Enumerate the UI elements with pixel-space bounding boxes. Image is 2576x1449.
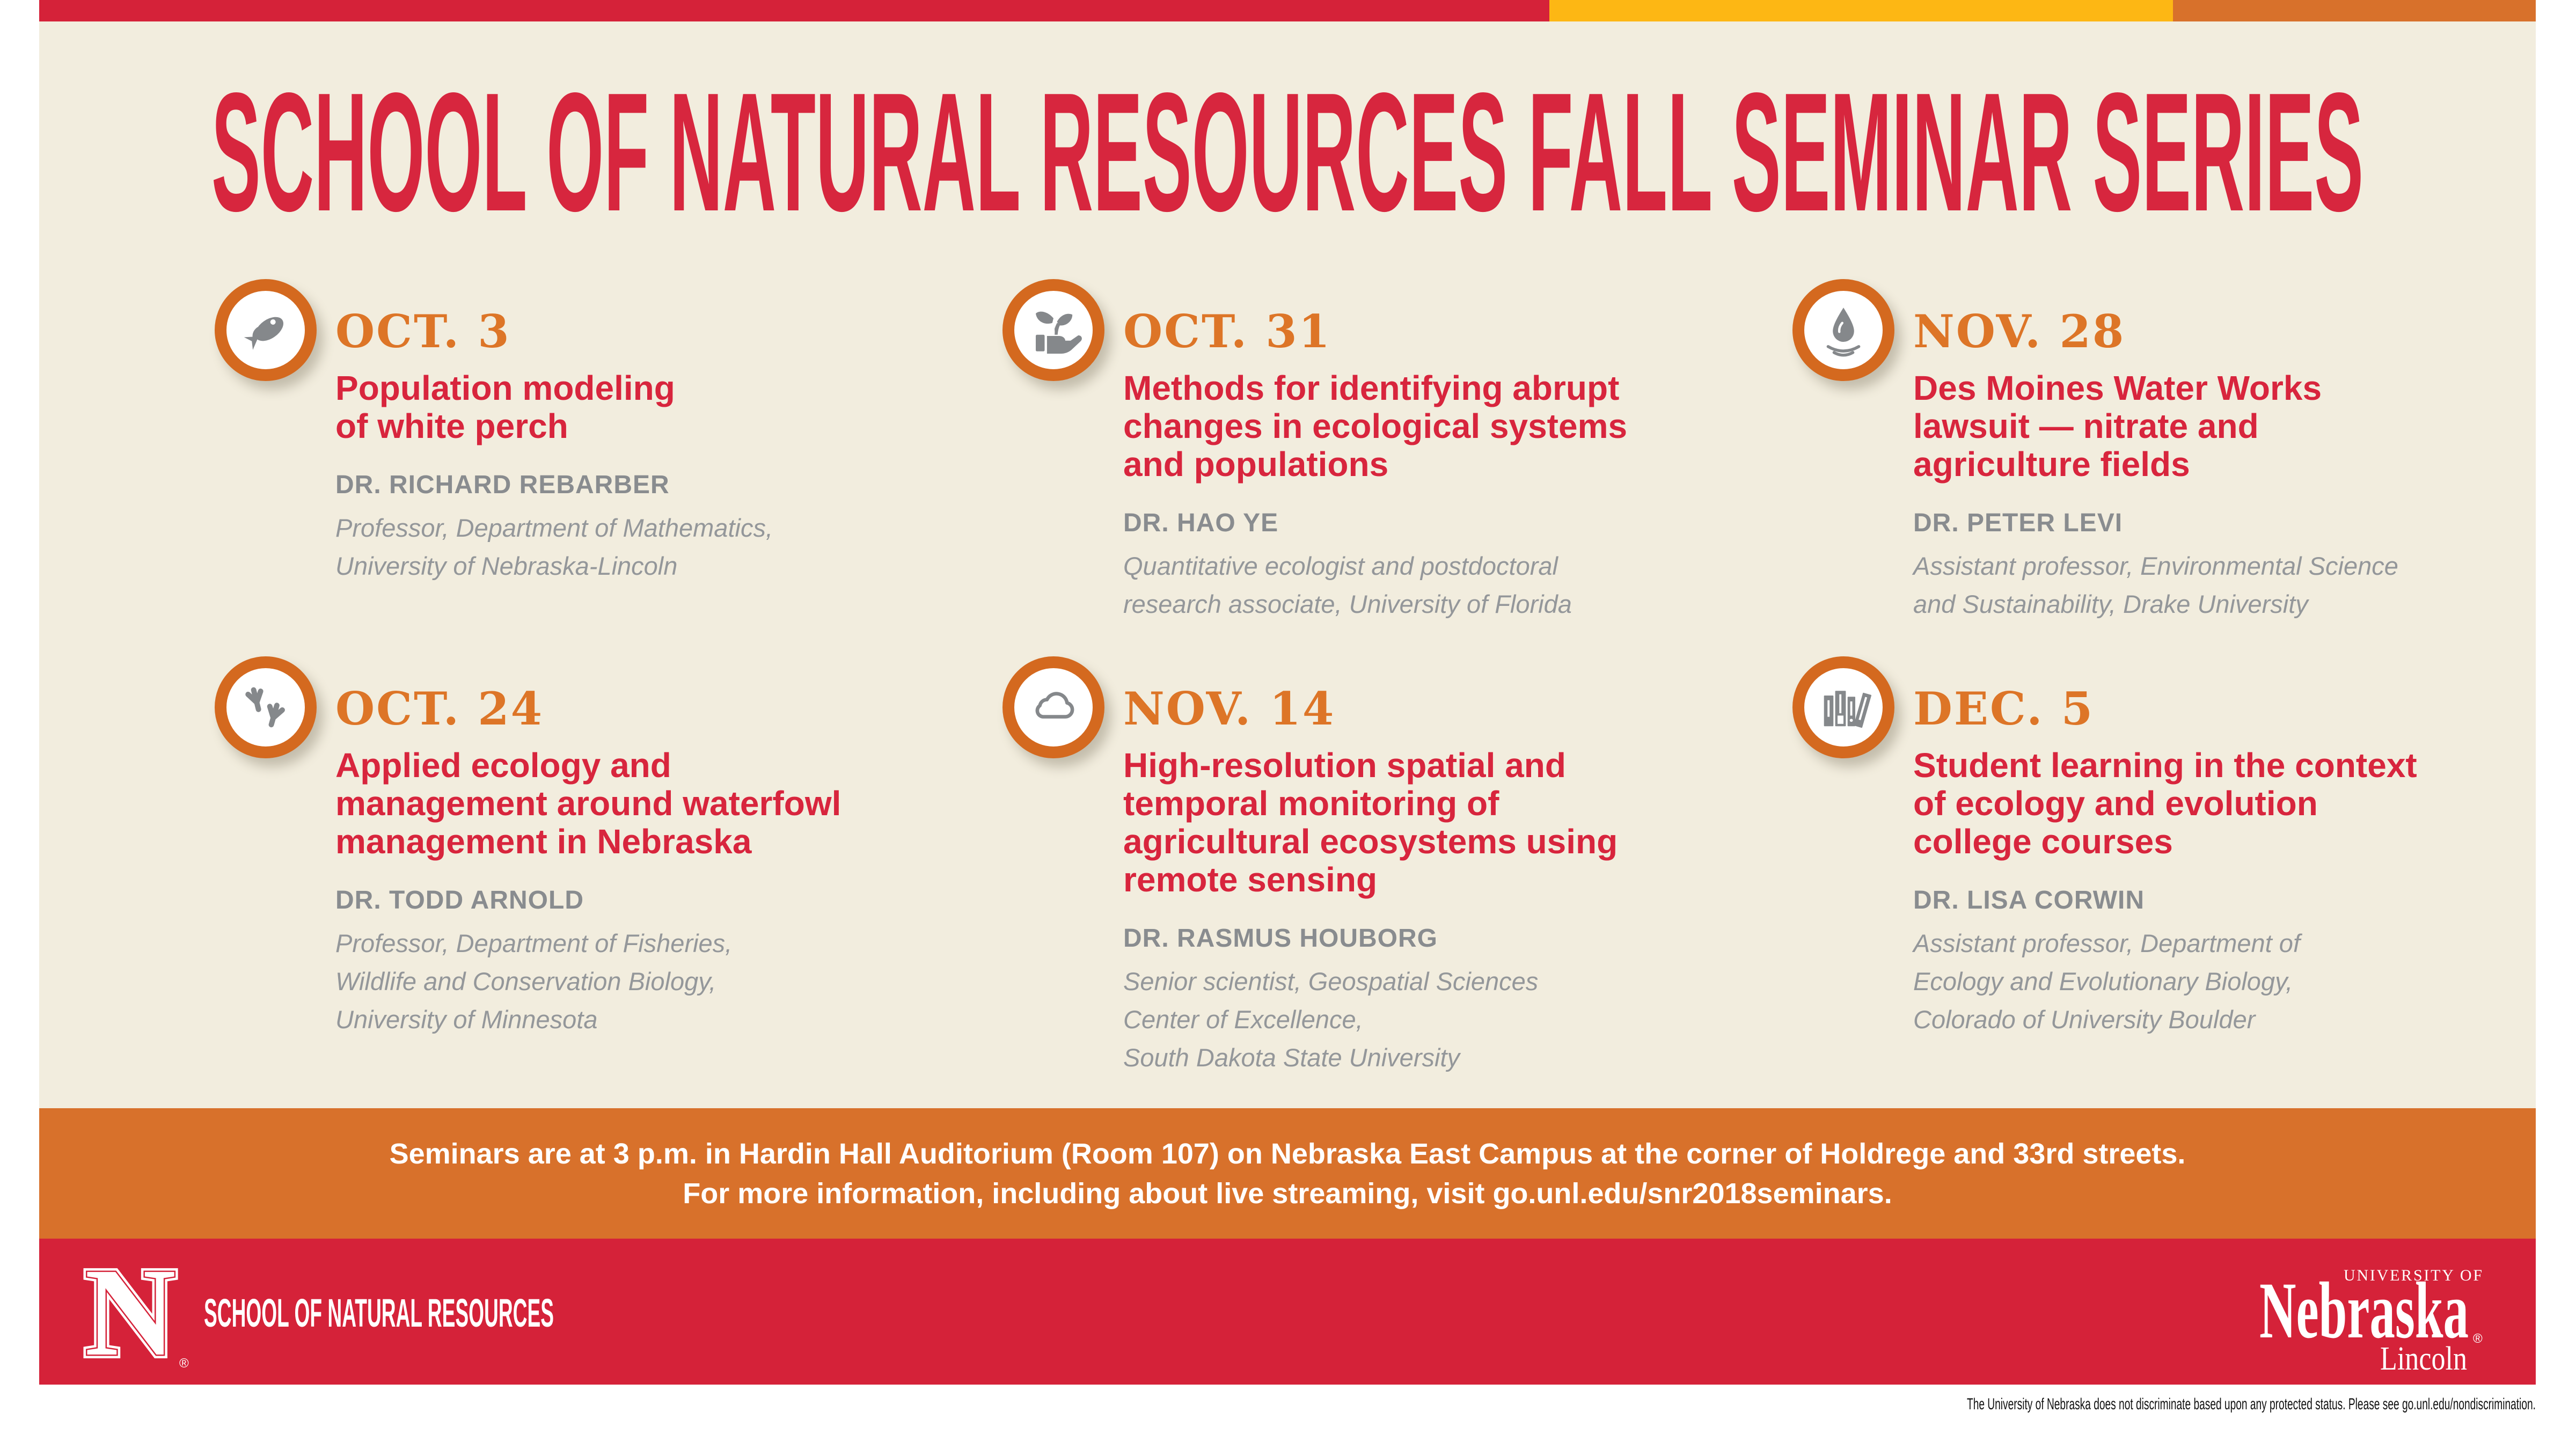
speaker-name: DR. PETER LEVI — [1913, 509, 2123, 537]
speaker-affiliation: Assistant professor, Department of Ecolo… — [1913, 924, 2544, 1038]
speaker-affiliation: Senior scientist, Geospatial Sciences Ce… — [1123, 962, 1754, 1077]
icon-circle — [1002, 656, 1104, 758]
seminar-title-line: management around waterfowl — [335, 784, 841, 823]
seminar-date: DEC. 5 — [1913, 682, 2095, 735]
affiliation-line: Ecology and Evolutionary Biology, — [1913, 967, 2293, 996]
n-letter: N — [85, 1247, 176, 1381]
affiliation-line: and Sustainability, Drake University — [1913, 590, 2308, 618]
icon-circle — [1002, 279, 1104, 381]
speaker-affiliation: Professor, Department of Mathematics, Un… — [335, 509, 966, 585]
seminar-title-line: of ecology and evolution — [1913, 784, 2318, 823]
seminar-title: Population modeling of white perch — [335, 369, 966, 445]
top-bar-red-segment — [39, 0, 1549, 21]
speaker-name: DR. TODD ARNOLD — [335, 886, 584, 914]
seminar-date: NOV. 14 — [1123, 682, 1336, 735]
seminar-title-line: Student learning in the context — [1913, 746, 2417, 785]
cloud-icon — [1035, 692, 1074, 719]
lincoln-label: Lincoln — [2380, 1341, 2467, 1376]
affiliation-line: Professor, Department of Mathematics, — [335, 514, 773, 542]
affiliation-line: South Dakota State University — [1123, 1043, 1460, 1072]
seminar-title: Student learning in the context of ecolo… — [1913, 747, 2544, 861]
info-band: Seminars are at 3 p.m. in Hardin Hall Au… — [39, 1108, 2536, 1239]
seminar-title-line: temporal monitoring of — [1123, 784, 1499, 823]
seminar-date: NOV. 28 — [1913, 305, 2126, 358]
university-wordmark: UNIVERSITY OF Nebraska ® Lincoln — [2259, 1266, 2483, 1376]
seminar-title-line: Des Moines Water Works — [1913, 369, 2322, 407]
speaker-affiliation: Quantitative ecologist and postdoctoral … — [1123, 547, 1754, 623]
n-letter-outline: N — [85, 1247, 176, 1381]
top-bar-orange-segment — [2173, 0, 2536, 21]
affiliation-line: Assistant professor, Department of — [1913, 929, 2300, 957]
poster-title: SCHOOL OF NATURAL RESOURCES FALL SEMINAR… — [211, 70, 2363, 236]
fish-icon — [244, 317, 284, 350]
speaker-affiliation: Assistant professor, Environmental Scien… — [1913, 547, 2544, 623]
affiliation-line: Center of Excellence, — [1123, 1005, 1363, 1034]
bird-tracks-icon — [245, 687, 285, 728]
affiliation-line: Professor, Department of Fisheries, — [335, 929, 733, 957]
seminar-title-line: High-resolution spatial and — [1123, 746, 1566, 785]
seminar-title-line: Applied ecology and — [335, 746, 671, 785]
books-icon — [1824, 691, 1872, 728]
seminar-title: Des Moines Water Works lawsuit — nitrate… — [1913, 369, 2544, 484]
affiliation-line: Quantitative ecologist and postdoctoral — [1123, 552, 1558, 580]
department-label: SCHOOL OF NATURAL RESOURCES — [204, 1291, 554, 1334]
nondiscrimination-disclaimer: The University of Nebraska does not disc… — [1967, 1395, 2536, 1413]
seminar-title-line: lawsuit — nitrate and — [1913, 407, 2259, 445]
disclaimer-text: The University of Nebraska does not disc… — [1967, 1395, 2536, 1413]
seminar-date: OCT. 3 — [335, 305, 511, 358]
seminar-entry: OCT. 24 Applied ecology and management a… — [215, 656, 966, 1038]
seminar-date: OCT. 31 — [1123, 305, 1332, 358]
speaker-affiliation: Professor, Department of Fisheries, Wild… — [335, 924, 966, 1038]
seminar-entry: OCT. 31 Methods for identifying abrupt c… — [1002, 279, 1754, 623]
nebraska-label: Nebraska — [2259, 1266, 2469, 1355]
department-wordmark: SCHOOL OF NATURAL RESOURCES — [204, 1291, 554, 1334]
speaker-name: DR. RICHARD REBARBER — [335, 471, 670, 499]
seminar-title-line: college courses — [1913, 822, 2173, 861]
affiliation-line: research associate, University of Florid… — [1123, 590, 1572, 618]
seminar-title-line: Methods for identifying abrupt — [1123, 369, 1620, 407]
affiliation-line: Senior scientist, Geospatial Sciences — [1123, 967, 1539, 996]
top-color-bar — [39, 0, 2536, 21]
seminar-entry: NOV. 14 High-resolution spatial and temp… — [1002, 656, 1754, 1077]
seminar-title-line: and populations — [1123, 445, 1389, 484]
seminar-title: High-resolution spatial and temporal mon… — [1123, 747, 1754, 899]
icon-circle — [1792, 656, 1894, 758]
icon-circle — [215, 656, 317, 758]
seminar-title: Applied ecology and management around wa… — [335, 747, 966, 861]
footer-band: N N ® SCHOOL OF NATURAL RESOURCES UNIVER… — [39, 1239, 2536, 1385]
affiliation-line: Assistant professor, Environmental Scien… — [1913, 552, 2398, 580]
speaker-name: DR. RASMUS HOUBORG — [1123, 924, 1438, 953]
seminar-title-line: of white perch — [335, 407, 568, 445]
affiliation-line: Wildlife and Conservation Biology, — [335, 967, 716, 996]
seminar-entry: NOV. 28 Des Moines Water Works lawsuit —… — [1792, 279, 2544, 623]
seedling-hand-icon — [1036, 311, 1082, 354]
seminar-title-line: agricultural ecosystems using — [1123, 822, 1618, 861]
seminar-date: OCT. 24 — [335, 682, 544, 735]
seminar-title-line: agriculture fields — [1913, 445, 2190, 484]
top-bar-gold-segment — [1549, 0, 2173, 21]
speaker-name: DR. LISA CORWIN — [1913, 886, 2145, 914]
seminar-entry: OCT. 3 Population modeling of white perc… — [215, 279, 966, 585]
affiliation-line: University of Minnesota — [335, 1005, 598, 1034]
affiliation-line: Colorado of University Boulder — [1913, 1005, 2256, 1034]
icon-circle — [1792, 279, 1894, 381]
water-drop-icon — [1826, 308, 1861, 357]
registered-mark: ® — [2473, 1331, 2483, 1346]
seminar-title-line: remote sensing — [1123, 860, 1378, 899]
seminar-title-line: management in Nebraska — [335, 822, 752, 861]
seminar-entry: DEC. 5 Student learning in the context o… — [1792, 656, 2544, 1038]
info-band-line-1: Seminars are at 3 p.m. in Hardin Hall Au… — [389, 1137, 2186, 1170]
speaker-name: DR. HAO YE — [1123, 509, 1279, 537]
seminar-title-line: Population modeling — [335, 369, 675, 407]
info-band-line-2: For more information, including about li… — [683, 1177, 1892, 1210]
page-title: SCHOOL OF NATURAL RESOURCES FALL SEMINAR… — [211, 70, 2363, 236]
seminar-title-line: changes in ecological systems — [1123, 407, 1628, 445]
icon-circle — [215, 279, 317, 381]
affiliation-line: University of Nebraska-Lincoln — [335, 552, 678, 580]
poster-background — [39, 21, 2536, 1108]
registered-mark: ® — [179, 1356, 189, 1371]
seminar-title: Methods for identifying abrupt changes i… — [1123, 369, 1754, 484]
nebraska-n-logo: N N ® — [81, 1247, 189, 1381]
